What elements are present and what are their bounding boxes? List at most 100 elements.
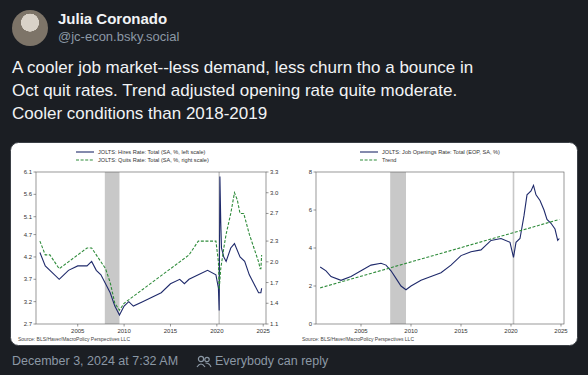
post-text-line: Oct quit rates. Trend adjusted opening r… (12, 81, 457, 101)
recession-shade (390, 172, 406, 324)
x-tick-label: 2005 (71, 328, 85, 334)
legend-key (360, 151, 378, 152)
author-handle: @jc-econ.bsky.social (58, 29, 179, 44)
y-tick (34, 216, 37, 217)
icon-part (197, 364, 205, 367)
y2-tick-label: 3.0 (270, 190, 279, 196)
x-tick-label: 2025 (257, 328, 271, 334)
plot-area (40, 172, 262, 324)
y2-tick (266, 192, 269, 193)
x-tick-label: 2010 (117, 328, 131, 334)
y-tick-label: 3.2 (24, 299, 33, 305)
icon-part (198, 356, 203, 361)
y-tick-label: 4 (309, 245, 313, 251)
y-tick-label: 8 (309, 169, 313, 175)
y-tick (34, 194, 37, 195)
post-text-line: Cooler conditions than 2018-2019 (12, 104, 267, 124)
icon-part (206, 363, 212, 367)
legend-label: JOLTS: Job Openings Rate: Total (EOP, SA… (382, 149, 500, 155)
y2-tick (266, 282, 269, 283)
author-name: Julia Coronado (58, 10, 167, 27)
y2-tick-label: 3.3 (270, 169, 279, 175)
series-line (320, 220, 559, 288)
y2-tick-label: 1.1 (270, 321, 279, 327)
plot-area (320, 172, 559, 324)
x-tick-label: 2020 (210, 328, 224, 334)
y2-tick (266, 303, 269, 304)
y2-tick (266, 241, 269, 242)
y-tick (34, 172, 37, 173)
x-tick (461, 324, 462, 327)
x-tick (511, 324, 512, 327)
y-tick-label: 5.6 (24, 191, 33, 197)
x-tick-label: 2025 (554, 328, 568, 334)
x-tick (124, 324, 125, 327)
y-tick-label: 5.1 (24, 214, 33, 220)
x-tick-label: 2005 (354, 328, 368, 334)
y-tick (34, 301, 37, 302)
y2-tick (266, 261, 269, 262)
y-tick-label: 6 (309, 207, 313, 213)
reply-setting: Everybody can reply (215, 354, 328, 368)
reply-icon (196, 355, 212, 369)
series-line (40, 193, 262, 310)
x-tick-label: 2015 (164, 328, 178, 334)
source-note: Source: BLS/Haver/MacroPolicy Perspectiv… (302, 336, 414, 342)
source-note: Source: BLS/Haver/MacroPolicy Perspectiv… (18, 336, 130, 342)
y2-tick-label: 1.7 (270, 280, 279, 286)
image-background (11, 143, 578, 346)
x-tick-label: 2015 (454, 328, 468, 334)
y-tick-label: 6.1 (24, 169, 33, 175)
y-tick (34, 234, 37, 235)
chart-image: 2005 2010 2015 2020 2025 2.7 3.2 3.7 4.2 4.7 5.1 5.… (10, 142, 578, 346)
icon-part (205, 357, 209, 361)
legend-label: JOLTS: Quits Rate: Total (SA, %, right s… (98, 157, 209, 163)
y-tick (34, 279, 37, 280)
y-tick-label: 4.7 (24, 232, 33, 238)
x-tick (263, 324, 264, 327)
y2-tick (266, 213, 269, 214)
y-tick (34, 256, 37, 257)
y-tick (314, 286, 317, 287)
x-tick (361, 324, 362, 327)
recession-shade (513, 172, 515, 324)
plot-frame (36, 172, 266, 324)
plot-frame (316, 172, 564, 324)
legend-key (76, 159, 94, 160)
series-line (40, 176, 262, 315)
y2-tick-label: 2.3 (270, 238, 279, 244)
x-tick (170, 324, 171, 327)
post-text-line: A cooler job market--less demand, less c… (12, 58, 473, 78)
timestamp: December 3, 2024 at 7:32 AM (12, 354, 178, 368)
x-tick (216, 324, 217, 327)
avatar (12, 10, 48, 46)
x-tick (561, 324, 562, 327)
legend-key (76, 151, 94, 152)
y-tick (314, 210, 317, 211)
y-tick (314, 324, 317, 325)
y-tick-label: 0 (309, 321, 313, 327)
y-tick-label: 2.7 (24, 321, 33, 327)
y2-tick-label: 1.4 (270, 300, 279, 306)
legend-label: JOLTS: Hires Rate: Total (SA, %, left sc… (98, 149, 205, 155)
y2-tick-label: 2.0 (270, 259, 279, 265)
legend-label: Trend (382, 157, 396, 163)
y-tick-label: 4.2 (24, 254, 33, 260)
x-tick (77, 324, 78, 327)
y-tick-label: 3.7 (24, 276, 33, 282)
y2-tick (266, 172, 269, 173)
legend-key (360, 159, 378, 160)
y-tick-label: 2 (309, 283, 313, 289)
y-tick (314, 248, 317, 249)
recession-shade (105, 172, 120, 324)
x-tick-label: 2020 (504, 328, 518, 334)
y-tick (34, 324, 37, 325)
y-tick (314, 172, 317, 173)
y2-tick-label: 2.7 (270, 210, 279, 216)
chart-panel: 2005 2010 2015 2020 2025 2.7 3.2 3.7 4.2 4.7 5.1 5.… (18, 149, 279, 342)
series-line (320, 185, 559, 289)
chart-panel: 2005 2010 2015 2020 2025 0 2 4 6 8 JOLTS: Job Open… (302, 149, 568, 342)
x-tick-label: 2010 (404, 328, 418, 334)
y2-tick (266, 324, 269, 325)
x-tick (411, 324, 412, 327)
